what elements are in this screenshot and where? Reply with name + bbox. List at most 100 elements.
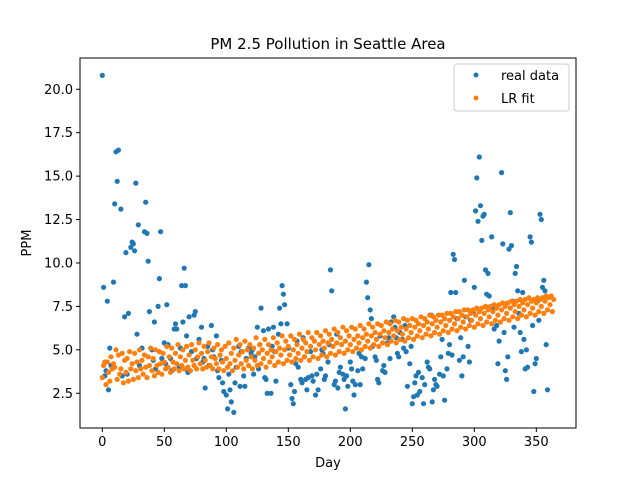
- point-lr-fit-39: [148, 345, 154, 351]
- point-lr-fit-218: [370, 324, 376, 330]
- point-lr-fit-122: [251, 345, 257, 351]
- point-lr-fit-216: [367, 345, 373, 351]
- point-real-data-210: [420, 401, 427, 407]
- y-tick-label-7: 20.0: [44, 83, 73, 98]
- x-tick-label-7: 350: [524, 435, 549, 450]
- point-lr-fit-113: [239, 349, 245, 355]
- point-real-data-224: [440, 373, 446, 379]
- point-lr-fit-239: [396, 319, 402, 325]
- point-lr-fit-209: [358, 347, 365, 353]
- legend-label-real-data: real data: [501, 69, 559, 84]
- point-lr-fit-184: [327, 350, 334, 356]
- point-lr-fit-273: [438, 319, 444, 325]
- point-lr-fit-212: [362, 343, 368, 349]
- point-lr-fit-363: [549, 309, 556, 315]
- point-lr-fit-193: [339, 342, 345, 348]
- point-real-data-180: [376, 380, 382, 386]
- point-lr-fit-225: [378, 322, 384, 329]
- point-real-data-90: [241, 373, 247, 379]
- x-tick-label-6: 300: [462, 435, 487, 450]
- point-real-data-83: [228, 399, 234, 405]
- point-real-data-251: [479, 237, 485, 243]
- point-lr-fit-159: [296, 331, 303, 337]
- point-real-data-164: [352, 382, 358, 388]
- point-lr-fit-7: [108, 354, 114, 360]
- point-lr-fit-148: [283, 338, 289, 344]
- point-lr-fit-58: [171, 366, 177, 372]
- point-real-data-187: [387, 355, 393, 362]
- point-lr-fit-28: [134, 359, 140, 365]
- point-real-data-262: [495, 361, 501, 367]
- point-lr-fit-48: [159, 371, 165, 377]
- point-lr-fit-188: [332, 352, 338, 358]
- data-points: [99, 72, 557, 415]
- point-real-data-96: [251, 371, 257, 377]
- point-real-data-35: [151, 319, 157, 325]
- point-lr-fit-165: [304, 349, 310, 355]
- point-real-data-11: [114, 178, 120, 184]
- point-lr-fit-92: [213, 361, 219, 367]
- point-lr-fit-232: [387, 321, 393, 327]
- point-lr-fit-345: [527, 310, 533, 316]
- point-lr-fit-224: [377, 331, 383, 337]
- point-lr-fit-146: [280, 361, 286, 367]
- legend-marker-lr-fit: [473, 95, 479, 101]
- point-real-data-43: [164, 302, 170, 308]
- point-lr-fit-17: [120, 380, 126, 386]
- point-real-data-223: [439, 336, 445, 342]
- point-real-data-231: [450, 251, 456, 257]
- point-real-data-249: [476, 154, 482, 160]
- point-real-data-73: [213, 333, 219, 339]
- point-real-data-220: [434, 383, 440, 389]
- point-lr-fit-247: [406, 335, 412, 341]
- point-lr-fit-272: [437, 331, 443, 337]
- point-real-data-232: [451, 256, 458, 263]
- point-lr-fit-132: [263, 364, 269, 370]
- point-lr-fit-258: [419, 335, 425, 341]
- point-lr-fit-6: [107, 378, 113, 384]
- point-real-data-163: [351, 392, 357, 398]
- point-lr-fit-139: [272, 362, 278, 369]
- point-real-data-297: [541, 277, 547, 283]
- point-real-data-207: [415, 369, 422, 375]
- point-lr-fit-12: [114, 376, 120, 382]
- point-lr-fit-38: [146, 362, 152, 369]
- point-lr-fit-208: [357, 322, 363, 329]
- point-real-data-265: [500, 241, 506, 247]
- point-lr-fit-29: [135, 375, 141, 381]
- point-real-data-216: [429, 399, 435, 405]
- point-lr-fit-144: [278, 352, 284, 358]
- point-lr-fit-287: [455, 316, 461, 322]
- point-real-data-298: [542, 288, 548, 294]
- point-lr-fit-59: [172, 350, 179, 356]
- point-real-data-1: [101, 284, 107, 290]
- point-lr-fit-221: [373, 336, 379, 342]
- point-lr-fit-180: [322, 328, 329, 334]
- point-real-data-58: [186, 314, 192, 320]
- point-real-data-183: [381, 362, 387, 369]
- point-lr-fit-303: [475, 321, 481, 327]
- point-real-data-22: [132, 248, 138, 254]
- point-lr-fit-178: [320, 338, 326, 344]
- point-real-data-274: [511, 324, 517, 330]
- point-lr-fit-223: [376, 343, 382, 349]
- point-lr-fit-300: [471, 324, 477, 330]
- point-real-data-67: [202, 385, 208, 391]
- y-tick-label-1: 5.0: [52, 343, 73, 358]
- point-lr-fit-262: [424, 319, 430, 325]
- point-lr-fit-141: [274, 340, 280, 346]
- point-lr-fit-31: [138, 366, 144, 372]
- point-lr-fit-97: [220, 359, 226, 365]
- point-lr-fit-290: [459, 312, 465, 318]
- point-lr-fit-79: [197, 361, 203, 367]
- point-real-data-289: [531, 388, 537, 395]
- y-tick-label-5: 15.0: [44, 170, 73, 185]
- point-real-data-291: [533, 355, 539, 362]
- point-real-data-21: [130, 241, 136, 247]
- point-lr-fit-111: [237, 342, 243, 348]
- y-tick-label-6: 17.5: [44, 126, 73, 141]
- point-real-data-8: [110, 279, 117, 285]
- point-real-data-29: [143, 199, 149, 205]
- point-lr-fit-301: [473, 312, 479, 318]
